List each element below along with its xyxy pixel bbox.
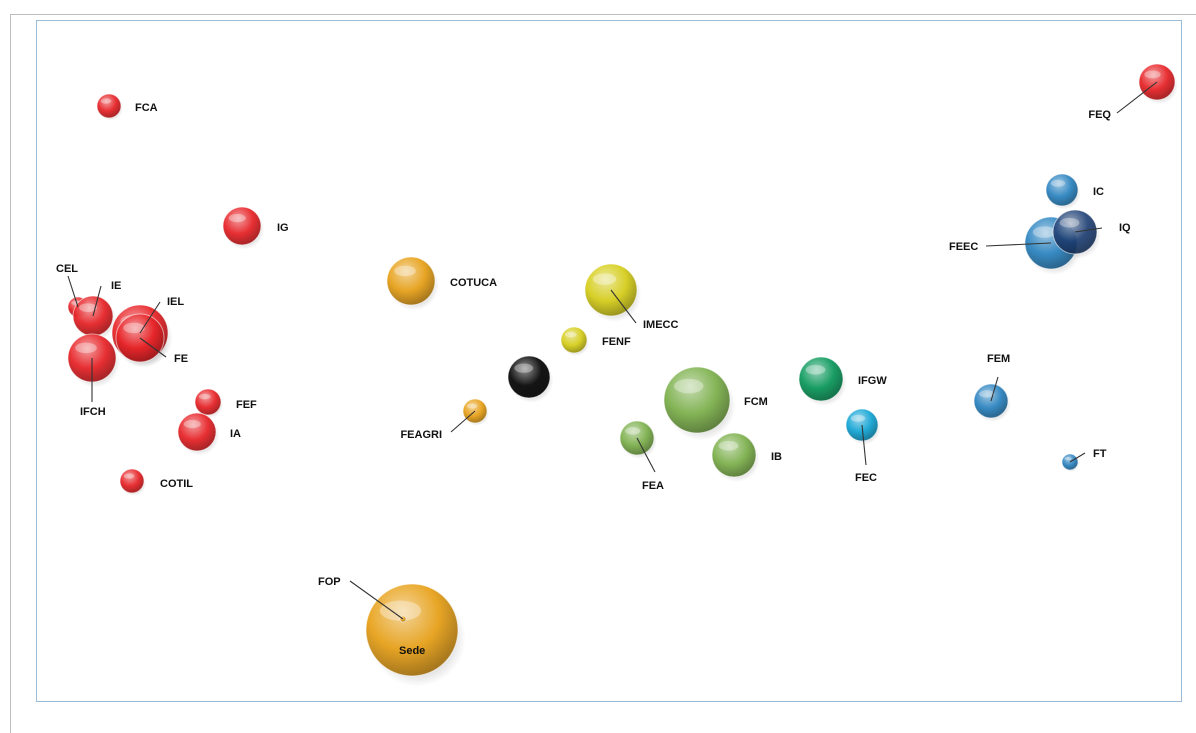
bubble-highlight-feec (1032, 226, 1057, 238)
leader-lines-layer (67, 81, 1158, 620)
bubble-fef (194, 388, 222, 416)
bubble-label-fca: FCA (135, 102, 158, 114)
bubble-highlight-fca (100, 98, 112, 104)
bubble-label-fem: FEM (987, 353, 1010, 365)
bubble-ig (222, 206, 262, 246)
bubbles-layer (67, 63, 1179, 687)
bubble-label-fea: FEA (642, 480, 664, 492)
bubble-label-feagri: FEAGRI (400, 429, 442, 441)
bubble-highlight-fea (625, 427, 641, 435)
leader-line-fec (861, 424, 867, 466)
bubble-label-feq: FEQ (1088, 109, 1111, 121)
bubble-ia (177, 412, 217, 452)
bubble-highlight-iq (1059, 217, 1080, 228)
bubble-highlight-ie (79, 303, 97, 312)
bubble-highlight-fem (979, 390, 995, 398)
bubble-label-ig: IG (277, 222, 289, 234)
bubble-label-fcm: FCM (744, 396, 768, 408)
bubble-sede (365, 583, 459, 677)
bubble-highlight-fenf (564, 331, 577, 338)
bubble-fca (96, 93, 122, 119)
bubble-label-cotil: COTIL (160, 478, 193, 490)
bubble-highlight-ib (718, 440, 739, 451)
bubble-highlight-ifgw (805, 364, 826, 375)
bubble-label-ic: IC (1093, 186, 1104, 198)
bubble-label-ifch: IFCH (80, 406, 106, 418)
leader-line-feec (985, 242, 1052, 247)
bubble-ib (711, 432, 757, 478)
bubble-label-sede: Sede (399, 645, 425, 657)
bubble-highlight-fcm (673, 378, 704, 394)
labels-layer: FCA IG CEL IE IEL FE IFCH FEF IA COTIL FEQ COTUCA FE… (56, 102, 1131, 657)
bubble-ifgw (798, 356, 844, 402)
bubble-label-iel: IEL (167, 296, 184, 308)
bubble-highlight-ft (1064, 456, 1072, 461)
leader-line-ie (92, 285, 102, 317)
leader-line-fem (990, 376, 999, 402)
leader-line-feq (1116, 81, 1158, 114)
bubble-label-cotuca: COTUCA (450, 277, 497, 289)
bubble-label-ifgw: IFGW (858, 375, 887, 387)
bubble-cotil (119, 468, 145, 494)
leader-line-ft (1069, 452, 1086, 463)
leader-line-feagri (450, 410, 476, 433)
bubble-label-fenf: FENF (602, 336, 631, 348)
bubble-highlight-sede (379, 600, 422, 621)
leader-line-fop (349, 580, 404, 620)
bubble-label-fec: FEC (855, 472, 877, 484)
bubble-label-fop: FOP (318, 576, 341, 588)
bubble-fenf (560, 326, 588, 354)
leader-line-fea (636, 437, 656, 473)
bubble-highlight-cotuca (394, 265, 416, 277)
bubble-label-imecc: IMECC (643, 319, 679, 331)
bubble-highlight-fe (123, 322, 145, 334)
bubble-label-fe: FE (174, 353, 188, 365)
bubble-label-ie: IE (111, 280, 121, 292)
bubble-highlight-unlabeled (514, 363, 534, 373)
bubble-highlight-ig (228, 213, 246, 223)
window-frame (10, 14, 1196, 733)
bubble-label-ia: IA (230, 428, 241, 440)
leader-line-iq (1074, 227, 1103, 233)
bubble-label-ft: FT (1093, 448, 1107, 460)
plot-area-frame (36, 20, 1182, 702)
bubble-highlight-feagri (466, 403, 478, 409)
bubble-label-cel: CEL (56, 263, 78, 275)
bubble-unlabeled (507, 355, 551, 399)
leader-line-iel (139, 301, 161, 334)
bubble-highlight-feq (1144, 70, 1161, 79)
leader-line-fe (139, 337, 167, 358)
bubble-ic (1045, 173, 1079, 207)
leader-line-imecc (610, 289, 637, 324)
leader-line-cel (67, 275, 79, 308)
bubble-cotuca (386, 256, 436, 306)
bubble-label-ib: IB (771, 451, 782, 463)
bubble-highlight-ic (1050, 179, 1066, 187)
bubble-highlight-fef (198, 393, 211, 400)
bubble-fcm (663, 366, 731, 434)
bubble-label-iq: IQ (1119, 222, 1131, 234)
bubble-highlight-ifch (75, 342, 97, 354)
bubble-label-feec: FEEC (949, 241, 978, 253)
bubble-highlight-cotil (123, 473, 135, 479)
bubble-highlight-imecc (592, 273, 617, 285)
bubble-highlight-ia (183, 419, 201, 429)
bubble-highlight-fec (850, 414, 866, 422)
bubble-label-fef: FEF (236, 399, 257, 411)
